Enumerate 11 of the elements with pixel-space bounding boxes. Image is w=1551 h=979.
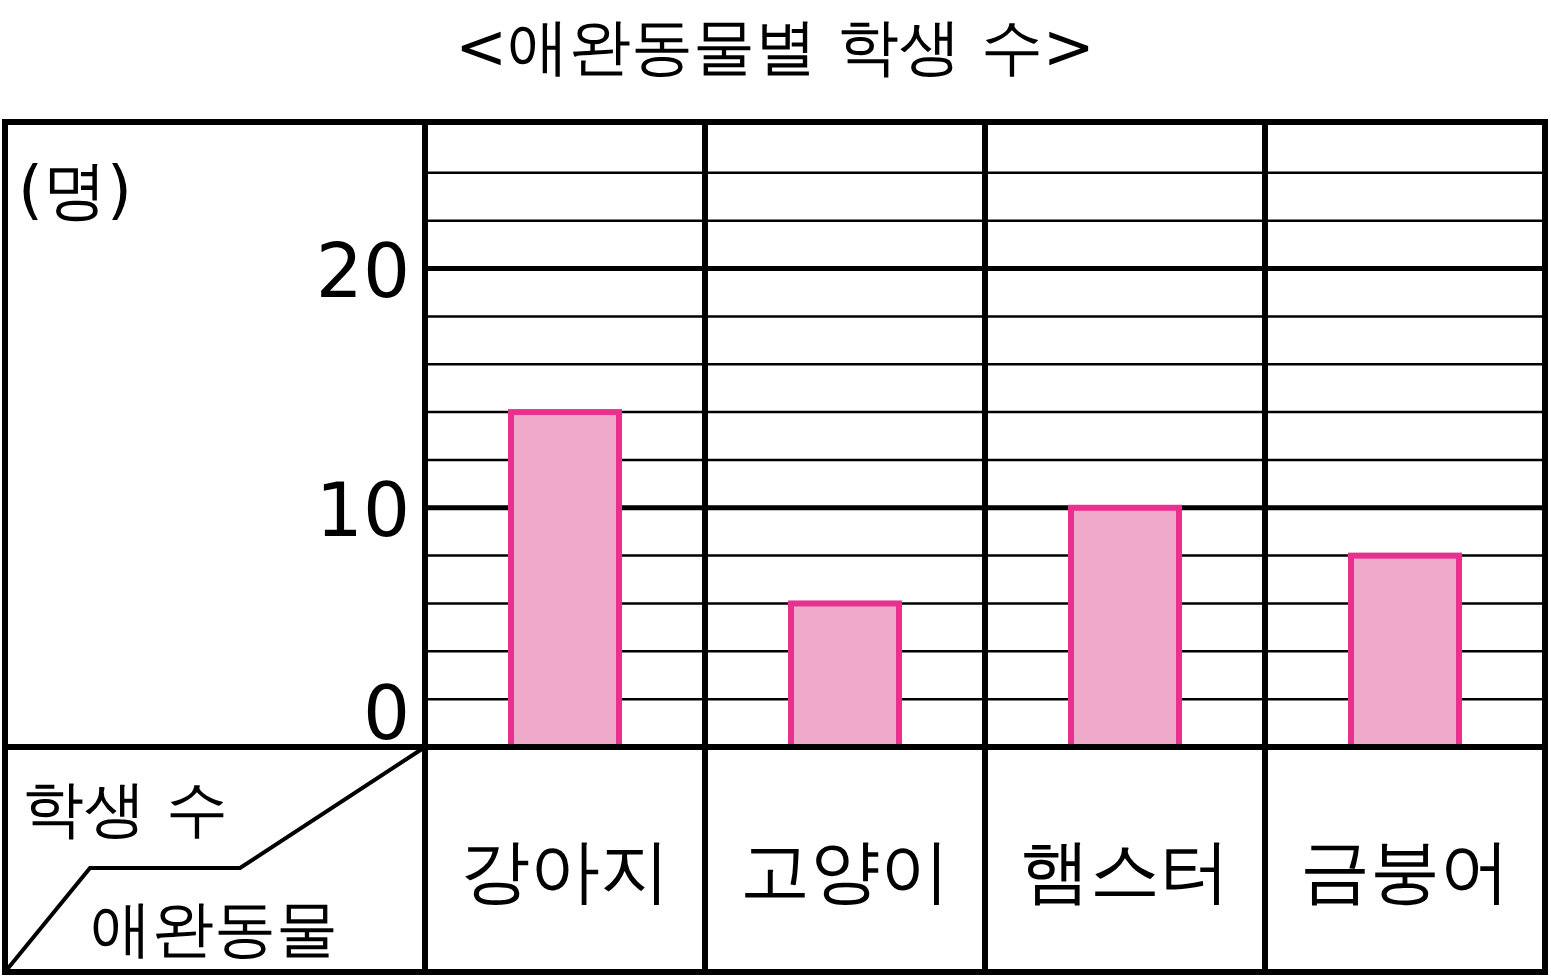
x-tick-label: 고양이	[740, 830, 950, 912]
x-tick-label: 햄스터	[1020, 830, 1230, 912]
y-tick-label: 20	[315, 227, 410, 314]
y-axis-title: 학생 수	[22, 772, 228, 845]
y-tick-label: 10	[315, 466, 410, 553]
x-tick-label: 강아지	[460, 830, 670, 912]
text: (명)	[18, 153, 132, 227]
x-tick-label: 금붕어	[1300, 830, 1510, 912]
y-tick-label: 0	[362, 670, 410, 756]
chart-title: <애완동물별 학생 수>	[455, 10, 1095, 83]
x-axis-title: 애완동물	[90, 892, 338, 965]
